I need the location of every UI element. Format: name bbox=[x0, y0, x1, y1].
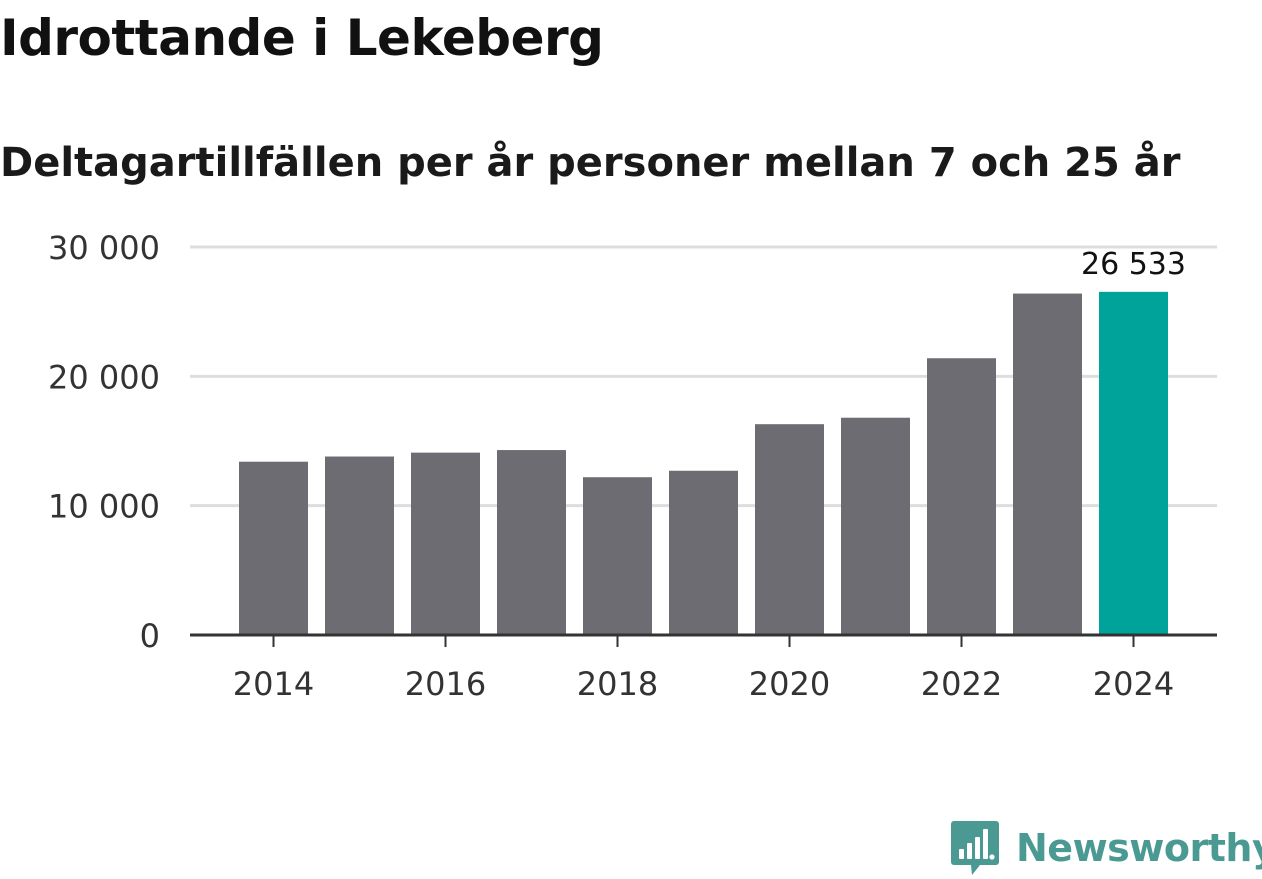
chart-subtitle: Deltagartillfällen per år personer mella… bbox=[0, 140, 1181, 186]
brand-footer: Newsworthy bbox=[950, 817, 1262, 879]
x-tick-label: 2018 bbox=[577, 665, 658, 703]
y-tick-label: 20 000 bbox=[48, 358, 160, 396]
bar-chart-speech-bubble-icon bbox=[951, 821, 999, 875]
axes bbox=[190, 633, 1217, 647]
data-label: 26 533 bbox=[1081, 247, 1186, 282]
bar-2023 bbox=[1013, 293, 1082, 635]
labels: 0 10 000 20 000 30 000 2014 2016 2018 2020 2022 2… bbox=[48, 229, 1186, 703]
y-tick-label: 10 000 bbox=[48, 488, 160, 526]
bar-2020 bbox=[755, 424, 824, 635]
bars bbox=[239, 291, 1168, 635]
bar-2022 bbox=[927, 358, 996, 635]
y-tick-label: 0 bbox=[140, 617, 160, 655]
x-tick-label: 2014 bbox=[233, 665, 314, 703]
x-tick-label: 2024 bbox=[1093, 665, 1174, 703]
bar-2014 bbox=[239, 461, 308, 635]
brand-name: Newsworthy bbox=[1016, 826, 1262, 870]
bar-2015 bbox=[325, 456, 394, 635]
bar-2016 bbox=[411, 452, 480, 635]
bar-2017 bbox=[497, 450, 566, 635]
bar-2018 bbox=[583, 477, 652, 635]
x-tick-label: 2016 bbox=[405, 665, 486, 703]
y-tick-label: 30 000 bbox=[48, 229, 160, 267]
x-tick-label: 2020 bbox=[749, 665, 830, 703]
bar-2024 bbox=[1099, 291, 1168, 635]
bar-2021 bbox=[841, 417, 910, 635]
chart-title: Idrottande i Lekeberg bbox=[0, 9, 604, 67]
bar-2019 bbox=[669, 470, 738, 635]
x-tick-label: 2022 bbox=[921, 665, 1002, 703]
